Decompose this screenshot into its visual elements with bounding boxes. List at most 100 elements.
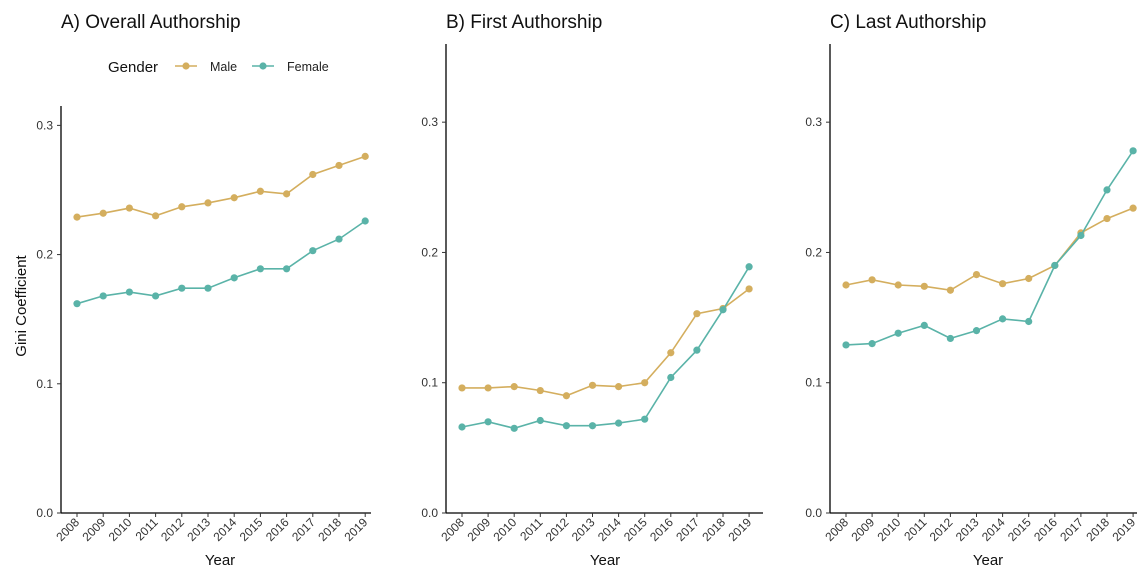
- panel-a-x-tick-label: 2014: [211, 515, 240, 544]
- panel-a-female-point: [256, 265, 264, 273]
- panel-a-female-point: [335, 235, 343, 243]
- legend-male-marker: [182, 62, 190, 70]
- panel-b-female-point: [588, 422, 597, 430]
- panel-c-female-point: [920, 321, 928, 329]
- panel-a-y-tick-label: 0.1: [36, 377, 53, 391]
- panel-a-x-tick-label: 2018: [315, 515, 344, 544]
- panel-a-x-tick-label: 2010: [106, 515, 135, 544]
- panel-c-y-tick-label: 0.1: [805, 376, 822, 390]
- panel-c-y-tick-label: 0.3: [805, 115, 822, 129]
- panel-b-y-tick-label: 0.0: [421, 506, 438, 520]
- panel-c-female-point: [868, 340, 876, 348]
- panel-b-male-line: [462, 288, 750, 397]
- panel-b-female-point: [719, 306, 727, 314]
- panel-b-male-point: [484, 384, 492, 392]
- panel-b-male-point: [641, 379, 649, 387]
- panel-b-male-point: [693, 310, 701, 318]
- panel-b-male-point: [458, 384, 466, 392]
- panel-c-x-tick-label: 2012: [927, 515, 956, 544]
- panel-c-male-point: [972, 270, 981, 279]
- panel-a-x-tick-label: 2016: [263, 515, 292, 544]
- panel-b-y-tick-label: 0.3: [421, 115, 438, 129]
- panel-c-female-point: [972, 327, 981, 335]
- panel-c-x-tick-label: 2008: [822, 515, 851, 544]
- panel-b-male-point: [615, 383, 623, 391]
- panel-b-x-tick-label: 2013: [569, 515, 598, 544]
- panel-b-male-point: [667, 349, 675, 357]
- panel-b-x-tick-label: 2010: [491, 515, 520, 544]
- legend-female-marker: [259, 62, 267, 70]
- panel-a-male-point: [73, 213, 81, 221]
- panel-a-male-point: [361, 152, 369, 160]
- panel-a-male-point: [283, 190, 291, 198]
- panel-c: C) Last Authorship Year: [830, 12, 1003, 569]
- panel-a-female-point: [125, 288, 133, 296]
- legend: Gender Male Female: [108, 59, 329, 76]
- panel-c-x-tick-label: 2017: [1057, 515, 1086, 544]
- panel-a-x-tick-label: 2011: [133, 515, 161, 543]
- panel-c-female-point: [1103, 186, 1111, 194]
- panel-b-female-point: [536, 416, 544, 425]
- panel-b-female-point: [458, 423, 466, 431]
- panel-b-female-point: [562, 422, 571, 430]
- panel-c-female-point: [894, 329, 902, 337]
- panel-c-title: C) Last Authorship: [830, 12, 986, 33]
- panel-c-y-tick-label: 0.0: [805, 506, 822, 520]
- panel-a-y-tick-label: 0.3: [36, 118, 53, 132]
- panel-a-female-point: [73, 300, 81, 308]
- panel-a-x-tick-label: 2019: [342, 515, 371, 544]
- panel-a-title: A) Overall Authorship: [61, 12, 241, 33]
- panel-b-female-point: [641, 415, 649, 423]
- panel-c-x-tick-label: 2010: [875, 515, 904, 544]
- panel-b-x-tick-label: 2009: [464, 515, 493, 544]
- panel-a-male-point: [125, 204, 133, 212]
- panel-c-x-tick-label: 2011: [901, 515, 929, 543]
- legend-title: Gender: [108, 59, 158, 76]
- panel-b-x-tick-label: 2012: [543, 515, 572, 544]
- panel-c-x-tick-label: 2018: [1083, 515, 1112, 544]
- panel-b-x-tick-label: 2019: [725, 515, 754, 544]
- panel-a-plot: 0.0 0.1 0.2 0.3 2008200920102011201220132014…: [36, 106, 371, 544]
- panel-c-x-tick-label: 2014: [979, 515, 1008, 544]
- panel-a-female-point: [178, 284, 186, 292]
- panel-c-female-point: [999, 315, 1007, 323]
- panel-b-x-tick-label: 2011: [517, 515, 545, 543]
- panel-c-male-point: [1129, 204, 1137, 212]
- panel-a-x-tick-label: 2009: [80, 515, 109, 544]
- panel-c-male-point: [894, 281, 902, 289]
- panel-b-female-point: [667, 373, 675, 382]
- panel-b-female-point: [510, 424, 518, 432]
- panel-b-plot: 0.0 0.1 0.2 0.3 2008200920102011201220132014…: [421, 44, 763, 544]
- panel-c-male-point: [868, 276, 876, 284]
- legend-female-label: Female: [287, 60, 329, 74]
- panel-c-x-tick-label: 2009: [848, 515, 877, 544]
- panel-b-female-point: [693, 346, 701, 354]
- panel-b-x-tick-label: 2017: [673, 515, 702, 544]
- panel-a-female-point: [204, 284, 212, 292]
- panel-c-female-point: [1051, 261, 1059, 270]
- panel-b-x-tick-label: 2008: [438, 515, 467, 544]
- panel-c-female-point: [842, 341, 850, 349]
- panel-b-male-point: [588, 381, 597, 389]
- panel-a-male-point: [256, 187, 264, 195]
- panel-b-y-tick-label: 0.2: [421, 245, 438, 259]
- panel-a-male-point: [335, 161, 343, 170]
- panel-b: B) First Authorship Year: [446, 12, 620, 569]
- panel-b-female-point: [484, 418, 492, 426]
- plot-layer: 0.00.10.20.32008200920102011201220132014…: [36, 44, 1137, 544]
- panel-c-male-point: [1103, 214, 1111, 223]
- panel-a-male-point: [230, 194, 238, 202]
- panel-b-x-axis-title: Year: [590, 552, 620, 569]
- panel-a-male-point: [309, 170, 317, 179]
- panel-c-female-point: [946, 334, 955, 343]
- panel-a-x-tick-label: 2008: [53, 515, 82, 544]
- panel-a: A) Overall Authorship Gini Coefficient Y…: [13, 12, 329, 569]
- panel-c-x-axis-title: Year: [973, 552, 1003, 569]
- panel-b-x-tick-label: 2015: [621, 515, 650, 544]
- panel-a-female-point: [230, 274, 238, 282]
- panel-c-male-point: [920, 282, 928, 290]
- panel-b-x-tick-label: 2016: [647, 515, 676, 544]
- panel-b-male-point: [562, 392, 571, 400]
- panel-c-x-tick-label: 2016: [1031, 515, 1060, 544]
